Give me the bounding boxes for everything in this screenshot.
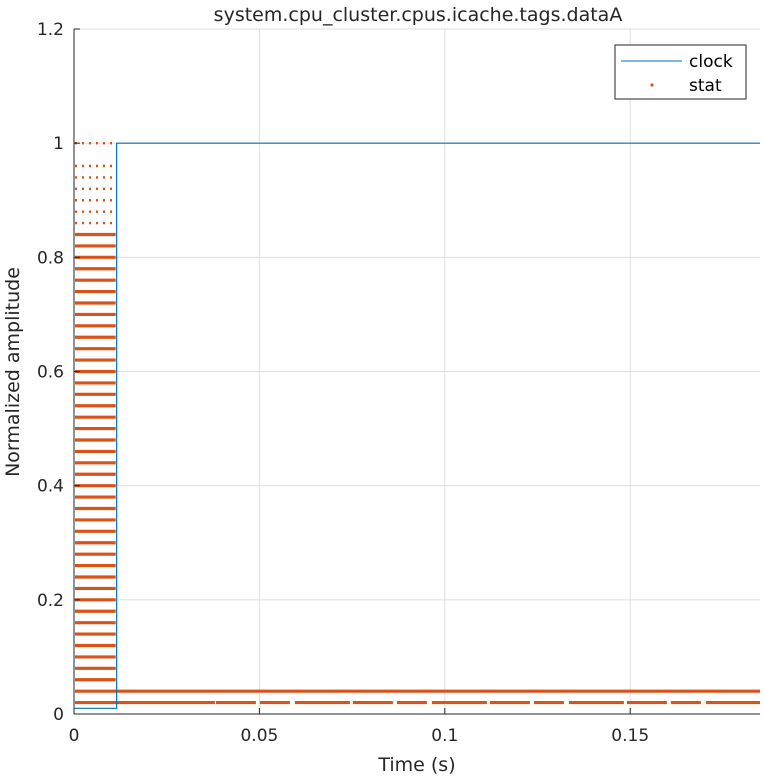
y-tick-label: 0 xyxy=(53,705,64,725)
chart-title: system.cpu_cluster.cpus.icache.tags.data… xyxy=(214,4,623,26)
x-tick-label: 0 xyxy=(69,726,80,746)
y-tick-label: 1 xyxy=(53,134,64,154)
y-axis-label: Normalized amplitude xyxy=(2,267,24,477)
legend-label-stat: stat xyxy=(689,76,722,96)
axes xyxy=(73,28,760,715)
grid xyxy=(74,28,760,714)
y-tick-label: 0.4 xyxy=(37,477,64,497)
x-tick-label: 0.05 xyxy=(240,726,278,746)
legend: clock stat xyxy=(614,44,747,100)
y-tick-label: 0.8 xyxy=(37,248,64,268)
y-tick-label: 0.2 xyxy=(37,591,64,611)
x-axis-label: Time (s) xyxy=(377,754,455,776)
clock-line xyxy=(74,142,760,709)
x-tick-label: 0.15 xyxy=(611,726,649,746)
y-tick-label: 0.6 xyxy=(37,363,64,383)
legend-swatch-stat xyxy=(650,83,654,87)
legend-box xyxy=(614,44,747,100)
tick-labels: 0 0.05 0.1 0.15 0 0.2 0.4 0.6 0.8 1 1.2 xyxy=(37,20,649,746)
x-tick-label: 0.1 xyxy=(431,726,458,746)
legend-label-clock: clock xyxy=(689,52,733,72)
y-tick-label: 1.2 xyxy=(37,20,64,40)
plot-area xyxy=(74,141,760,709)
